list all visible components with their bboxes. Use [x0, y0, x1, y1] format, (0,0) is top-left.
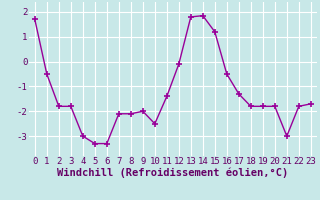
- X-axis label: Windchill (Refroidissement éolien,°C): Windchill (Refroidissement éolien,°C): [57, 168, 288, 178]
